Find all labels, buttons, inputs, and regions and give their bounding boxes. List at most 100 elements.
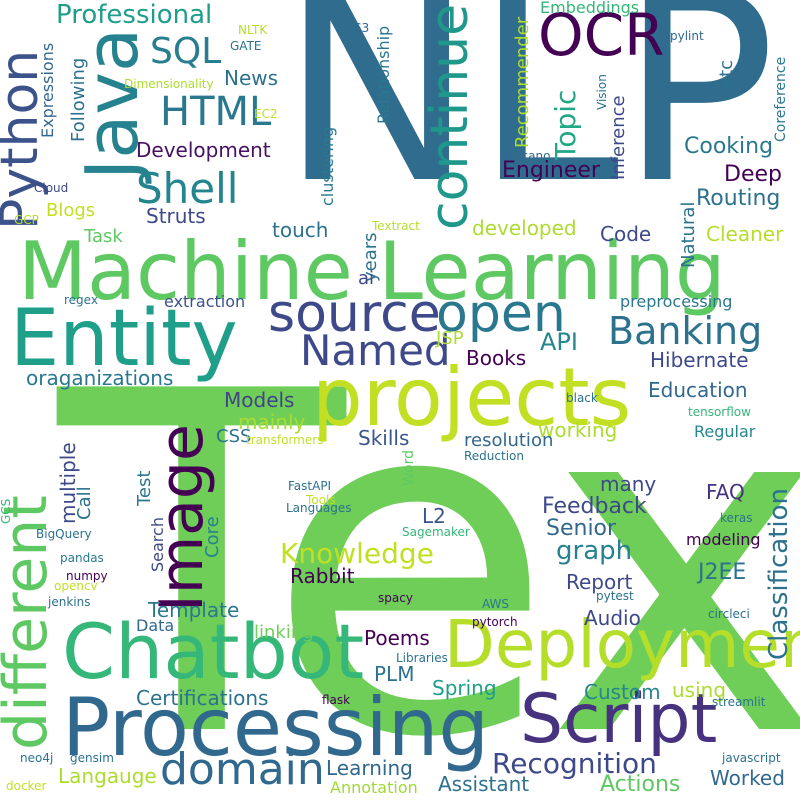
word-professional: Professional: [56, 0, 213, 30]
word-using: using: [672, 678, 727, 702]
word-modeling: modeling: [686, 530, 761, 549]
word-graph: graph: [556, 536, 633, 566]
word-preprocessing: preprocessing: [620, 292, 733, 311]
word-aws: AWS: [482, 597, 510, 611]
word-template: Template: [148, 598, 240, 622]
word-search: Search: [148, 517, 167, 572]
word-touch: touch: [272, 218, 329, 242]
word-actions: Actions: [600, 772, 681, 797]
word-domain: domain: [160, 744, 325, 795]
word-deep: Deep: [724, 162, 782, 187]
word-topic: Topic: [549, 89, 582, 160]
word-following: Following: [68, 57, 89, 142]
word-shell: Shell: [136, 164, 239, 213]
word-clustering: clustering: [318, 126, 337, 206]
word-s3: S3: [354, 21, 370, 35]
word-streamlit: streamlit: [712, 695, 766, 709]
word-extraction: extraction: [164, 292, 246, 311]
word-fastapi: FastAPI: [288, 479, 332, 493]
word-routing: Routing: [696, 186, 781, 211]
word-cooking: Cooking: [684, 134, 774, 159]
word-api: API: [540, 328, 578, 356]
word-nltk: NLTK: [238, 23, 268, 37]
word-gcp: GCP: [14, 213, 39, 227]
word-languages: Languages: [286, 501, 352, 515]
word-l2: L2: [422, 504, 446, 528]
word-natural: Natural: [678, 201, 699, 268]
word-oraganizations: oraganizations: [26, 366, 174, 390]
word-text: Text: [58, 293, 800, 800]
word-relationship: Relationship: [374, 25, 393, 124]
word-core: Core: [202, 516, 223, 558]
word-sql: SQL: [150, 31, 222, 72]
word-ai: ai: [358, 268, 375, 289]
word-opencv: opencv: [54, 579, 98, 593]
word-worked: Worked: [710, 766, 785, 790]
word-spring: Spring: [432, 676, 497, 700]
word-neo4j: neo4j: [20, 751, 54, 765]
word-script: Script: [520, 680, 718, 759]
word-banking: Banking: [608, 309, 763, 353]
word-many: many: [600, 472, 657, 496]
word-pylint: pylint: [670, 29, 704, 43]
word-models: Models: [224, 388, 295, 412]
word-pandas: pandas: [60, 551, 104, 565]
word-entity: Entity: [10, 294, 238, 384]
word-css: CSS: [216, 426, 252, 447]
word-spacy: spacy: [378, 591, 413, 605]
word-javascript: javascript: [722, 751, 781, 765]
word-working: working: [538, 418, 618, 442]
word-resolution: resolution: [464, 430, 554, 451]
word-news: News: [224, 66, 279, 90]
word-task: Task: [84, 226, 123, 247]
word-tools: Tools: [306, 493, 336, 507]
word-transformers: transformers: [246, 433, 324, 447]
word-machine-learning: Machine Learning: [18, 225, 726, 318]
word-audio: Audio: [584, 606, 641, 630]
word-jsp: JSP: [436, 328, 464, 349]
word-mainly: mainly: [238, 410, 306, 434]
word-custom: Custom: [584, 680, 661, 704]
word-black: black: [566, 391, 598, 405]
word-textract: Textract: [372, 219, 420, 233]
word-faq: FAQ: [706, 480, 745, 504]
word-j2ee: J2EE: [698, 560, 747, 585]
word-inference: Inference: [608, 95, 629, 180]
word-regular: Regular: [694, 422, 756, 441]
word-coreference: Coreference: [773, 56, 789, 142]
word-multiple: multiple: [56, 442, 80, 524]
word-open: open: [436, 284, 566, 344]
word-gate: GATE: [230, 39, 262, 53]
word-plm: PLM: [374, 662, 415, 686]
word-classification: Classification: [764, 487, 794, 660]
word-senior: Senior: [546, 516, 617, 541]
word-recommender: Recommender: [512, 16, 533, 148]
word-cloud: Cloud: [34, 181, 69, 195]
word-dimensionality: Dimensionality: [124, 77, 214, 91]
word-regex: regex: [64, 293, 98, 307]
word-linking: linking: [254, 622, 314, 643]
word-projects: projects: [312, 351, 632, 444]
word-report: Report: [566, 570, 633, 594]
word-continue: continue: [420, 3, 480, 230]
word-knowledge: Knowledge: [280, 537, 434, 570]
word-ocr: OCR: [538, 1, 665, 69]
word-processing: Processing: [62, 681, 490, 774]
word-blogs: Blogs: [46, 200, 96, 221]
word-jenkins: jenkins: [48, 595, 91, 609]
word-code: Code: [600, 222, 652, 246]
word-developed: developed: [472, 216, 577, 240]
word-keras: keras: [720, 511, 753, 525]
word-cleaner: Cleaner: [706, 222, 784, 246]
word-feedback: Feedback: [542, 494, 647, 519]
word-libraries: Libraries: [396, 651, 448, 665]
word-skills: Skills: [358, 426, 410, 450]
word-poems: Poems: [364, 626, 430, 650]
word-numpy: numpy: [66, 569, 108, 583]
word-recognition: Recognition: [492, 747, 657, 780]
word-struts: Struts: [146, 204, 206, 228]
word-deployment: Deployment: [444, 606, 800, 683]
word-etc: etc: [716, 59, 737, 88]
word-vision: Vision: [595, 74, 609, 110]
word-learning: Learning: [326, 756, 413, 780]
